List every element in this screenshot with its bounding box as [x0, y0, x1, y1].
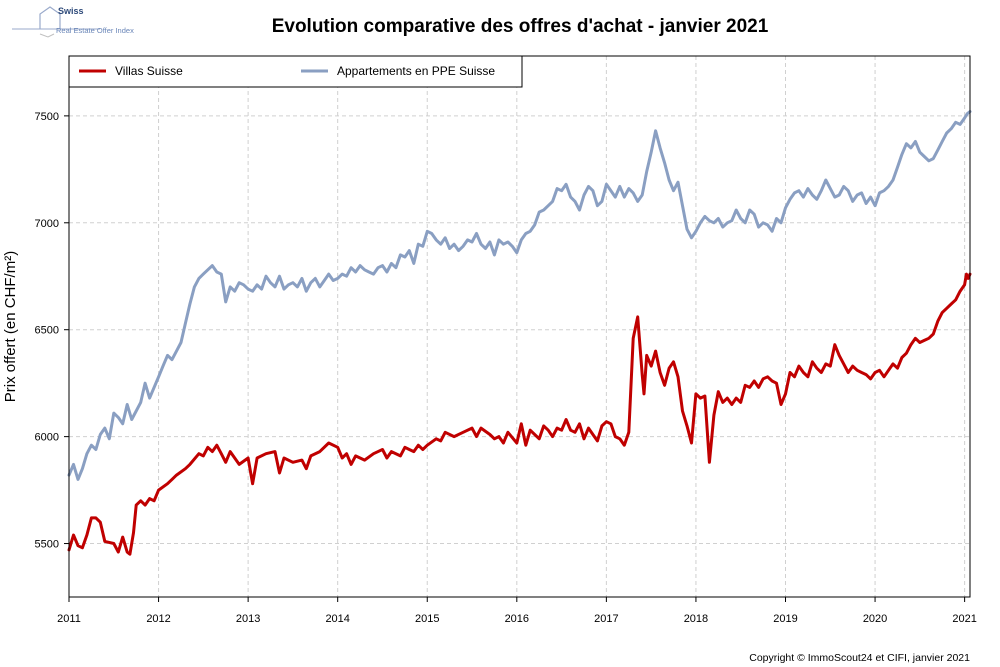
logo-title: Swiss [58, 6, 84, 16]
grid-lines [68, 56, 970, 597]
swiss-real-estate-offer-index-logo: Swiss Real Estate Offer Index [10, 4, 134, 44]
logo-subtitle: Real Estate Offer Index [56, 26, 134, 35]
x-tick-label: 2014 [325, 613, 349, 625]
legend-label-0: Villas Suisse [115, 64, 183, 78]
x-tick-label: 2015 [415, 613, 439, 625]
x-tick-label: 2012 [146, 613, 170, 625]
y-tick-label: 5500 [35, 539, 59, 551]
chart-title: Evolution comparative des offres d'achat… [271, 16, 769, 37]
series-line-0 [67, 272, 972, 556]
x-tick-label: 2013 [236, 613, 260, 625]
x-tick-label: 2019 [773, 613, 797, 625]
x-tick-label: 2021 [952, 613, 976, 625]
x-tick-label: 2017 [594, 613, 618, 625]
y-tick-label: 7500 [35, 111, 59, 123]
y-tick-label: 6500 [35, 325, 59, 337]
y-tick-label: 7000 [35, 218, 59, 230]
x-tick-label: 2016 [505, 613, 529, 625]
plot-area-frame [68, 55, 971, 598]
legend: Villas Suisse Appartements en PPE Suisse [68, 55, 523, 88]
copyright-notice: Copyright © ImmoScout24 et CIFI, janvier… [749, 652, 970, 664]
y-tick-label: 6000 [35, 432, 59, 444]
y-axis-label: Prix offert (en CHF/m²) [2, 251, 19, 402]
legend-label-1: Appartements en PPE Suisse [337, 64, 495, 78]
series-lines [67, 110, 972, 556]
x-tick-label: 2020 [863, 613, 887, 625]
logo-house-icon [12, 6, 100, 38]
axes: 2011 2012 2013 2014 2015 2016 2017 2018 2019 2020… [35, 111, 977, 625]
series-line-1 [67, 110, 972, 481]
x-tick-label: 2011 [57, 613, 81, 625]
x-tick-label: 2018 [684, 613, 708, 625]
legend-box [68, 55, 523, 88]
